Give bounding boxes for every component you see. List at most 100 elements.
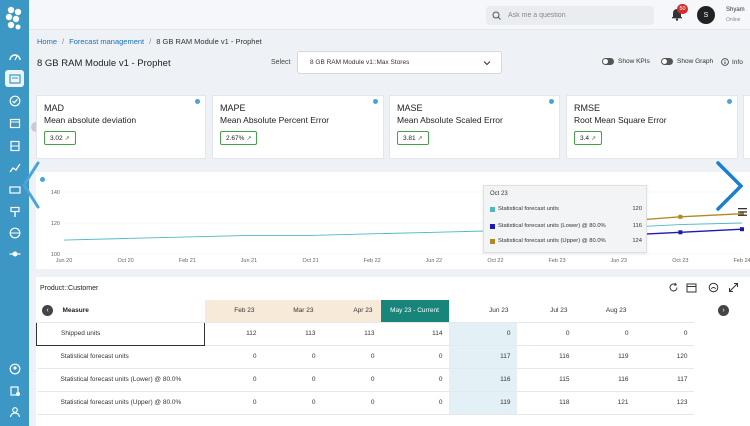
- series-point[interactable]: [678, 214, 683, 219]
- sidebar: [0, 0, 29, 426]
- y-tick-label: 140: [51, 190, 60, 196]
- table-cell[interactable]: 121: [575, 391, 635, 415]
- table-cell[interactable]: 0: [380, 345, 449, 369]
- breadcrumb-separator: /: [149, 37, 152, 46]
- table-cell[interactable]: 0: [204, 368, 263, 392]
- calendar-icon[interactable]: [686, 282, 697, 293]
- table-cell[interactable]: 0: [575, 322, 635, 346]
- column-header: [634, 300, 694, 323]
- table-cell[interactable]: 116: [516, 345, 576, 369]
- transfer-icon[interactable]: [7, 182, 22, 197]
- table-cell[interactable]: 0: [262, 368, 322, 392]
- chart-prev-arrow-icon[interactable]: [20, 160, 42, 210]
- kpi-value: 3.4 ↗: [574, 131, 603, 145]
- show-graph-toggle[interactable]: Show Graph: [661, 58, 713, 65]
- table-cell[interactable]: 120: [634, 345, 694, 369]
- info-dot-icon[interactable]: [373, 99, 378, 104]
- info-dot-icon[interactable]: [727, 99, 732, 104]
- table-cell[interactable]: 0: [380, 368, 449, 392]
- column-header[interactable]: Jul 23: [516, 300, 576, 323]
- table-cell[interactable]: 0: [516, 322, 576, 346]
- table-cell[interactable]: 118: [516, 391, 576, 415]
- app-logo: [5, 6, 22, 30]
- check-circle-icon[interactable]: [7, 93, 22, 108]
- info-dot-icon[interactable]: [549, 99, 554, 104]
- tooltip-label: Statistical forecast units: [498, 206, 559, 212]
- info-dot-icon[interactable]: [40, 177, 45, 182]
- forecast-icon[interactable]: [5, 70, 24, 87]
- toggle-switch[interactable]: [661, 58, 673, 65]
- table-cell[interactable]: 115: [516, 368, 576, 392]
- user-settings-icon[interactable]: [7, 361, 22, 376]
- column-header[interactable]: Aug 23: [575, 300, 635, 323]
- show-kpis-toggle[interactable]: Show KPIs: [602, 58, 650, 65]
- table-cell[interactable]: 117: [448, 345, 517, 369]
- column-header[interactable]: Mar 23: [262, 300, 322, 323]
- chart-next-arrow-icon[interactable]: [714, 160, 746, 212]
- search-bar[interactable]: [486, 6, 654, 25]
- current-column-header[interactable]: May 23 - Current: [380, 300, 449, 323]
- series-point[interactable]: [740, 227, 744, 232]
- avatar[interactable]: S: [697, 6, 715, 24]
- table-cell[interactable]: 0: [634, 322, 694, 346]
- table-cell[interactable]: 113: [262, 322, 322, 346]
- column-header[interactable]: Jun 23: [448, 300, 517, 323]
- calendar-icon[interactable]: [7, 115, 22, 130]
- row-label[interactable]: Statistical forecast units: [36, 345, 205, 369]
- tooltip-row: Statistical forecast units (Upper) @ 80.…: [490, 238, 642, 244]
- trend-icon[interactable]: [7, 160, 22, 175]
- row-label[interactable]: Statistical forecast units (Lower) @ 80.…: [36, 368, 205, 392]
- table-cell[interactable]: 116: [448, 368, 517, 392]
- table-cell[interactable]: 0: [262, 345, 322, 369]
- table-cell[interactable]: 0: [204, 345, 263, 369]
- kpi-card-mad: MAD Mean absolute deviation 3.02 ↗: [36, 95, 206, 159]
- top-bar: 50 S Shyam Online: [29, 0, 750, 30]
- breadcrumb-forecast[interactable]: Forecast management: [69, 37, 145, 46]
- table-cell[interactable]: 116: [575, 368, 635, 392]
- table-cell[interactable]: 0: [380, 391, 449, 415]
- info-dot-icon[interactable]: [195, 99, 200, 104]
- profile-icon[interactable]: [7, 404, 22, 419]
- table-cell[interactable]: 0: [321, 345, 381, 369]
- toggle-switch[interactable]: [602, 58, 614, 65]
- column-header[interactable]: Apr 23: [321, 300, 381, 323]
- table-prev-button[interactable]: ‹: [42, 305, 53, 316]
- table-cell[interactable]: 0: [321, 368, 381, 392]
- table-cell[interactable]: 0: [262, 391, 322, 415]
- row-label[interactable]: Shipped units: [36, 321, 205, 346]
- kpi-card-rmse: RMSE Root Mean Square Error 3.4 ↗: [566, 95, 738, 159]
- search-input[interactable]: [508, 12, 648, 19]
- admin-icon[interactable]: [7, 383, 22, 398]
- table-cell[interactable]: 119: [448, 391, 517, 415]
- breadcrumb-home[interactable]: Home: [37, 37, 58, 46]
- series-point[interactable]: [740, 211, 744, 216]
- info-button[interactable]: Info: [721, 58, 743, 66]
- table-cell[interactable]: 0: [448, 322, 517, 346]
- table-cell[interactable]: 119: [575, 345, 635, 369]
- globe-icon[interactable]: [7, 225, 22, 240]
- kpi-abbr: RMSE: [574, 103, 601, 113]
- integration-icon[interactable]: [7, 246, 22, 261]
- kpi-value-text: 3.81: [403, 134, 416, 142]
- product-select[interactable]: 8 GB RAM Module v1::Max Stores: [297, 51, 502, 74]
- table-cell[interactable]: 0: [204, 391, 263, 415]
- row-label[interactable]: Statistical forecast units (Upper) @ 80.…: [36, 391, 205, 415]
- dashboard-icon[interactable]: [7, 50, 22, 65]
- expand-icon[interactable]: [728, 282, 739, 293]
- column-header[interactable]: Feb 23: [204, 300, 263, 323]
- kpi-card-mase: MASE Mean Absolute Scaled Error 3.81 ↗: [389, 95, 560, 159]
- table-cell[interactable]: 123: [634, 391, 694, 415]
- sentiment-icon[interactable]: [708, 282, 719, 293]
- refresh-icon[interactable]: [668, 282, 679, 293]
- table-cell[interactable]: 117: [634, 368, 694, 392]
- table-cell[interactable]: 113: [321, 322, 381, 346]
- table-cell[interactable]: 0: [321, 391, 381, 415]
- table-title: Product::Customer: [40, 285, 99, 292]
- inventory-icon[interactable]: [7, 138, 22, 153]
- table-cell[interactable]: 112: [204, 322, 263, 346]
- chart-menu-icon[interactable]: [738, 208, 747, 216]
- paint-icon[interactable]: [7, 204, 22, 219]
- table-cell[interactable]: 114: [380, 322, 449, 346]
- table-next-button[interactable]: ›: [718, 305, 729, 316]
- series-point[interactable]: [678, 230, 683, 235]
